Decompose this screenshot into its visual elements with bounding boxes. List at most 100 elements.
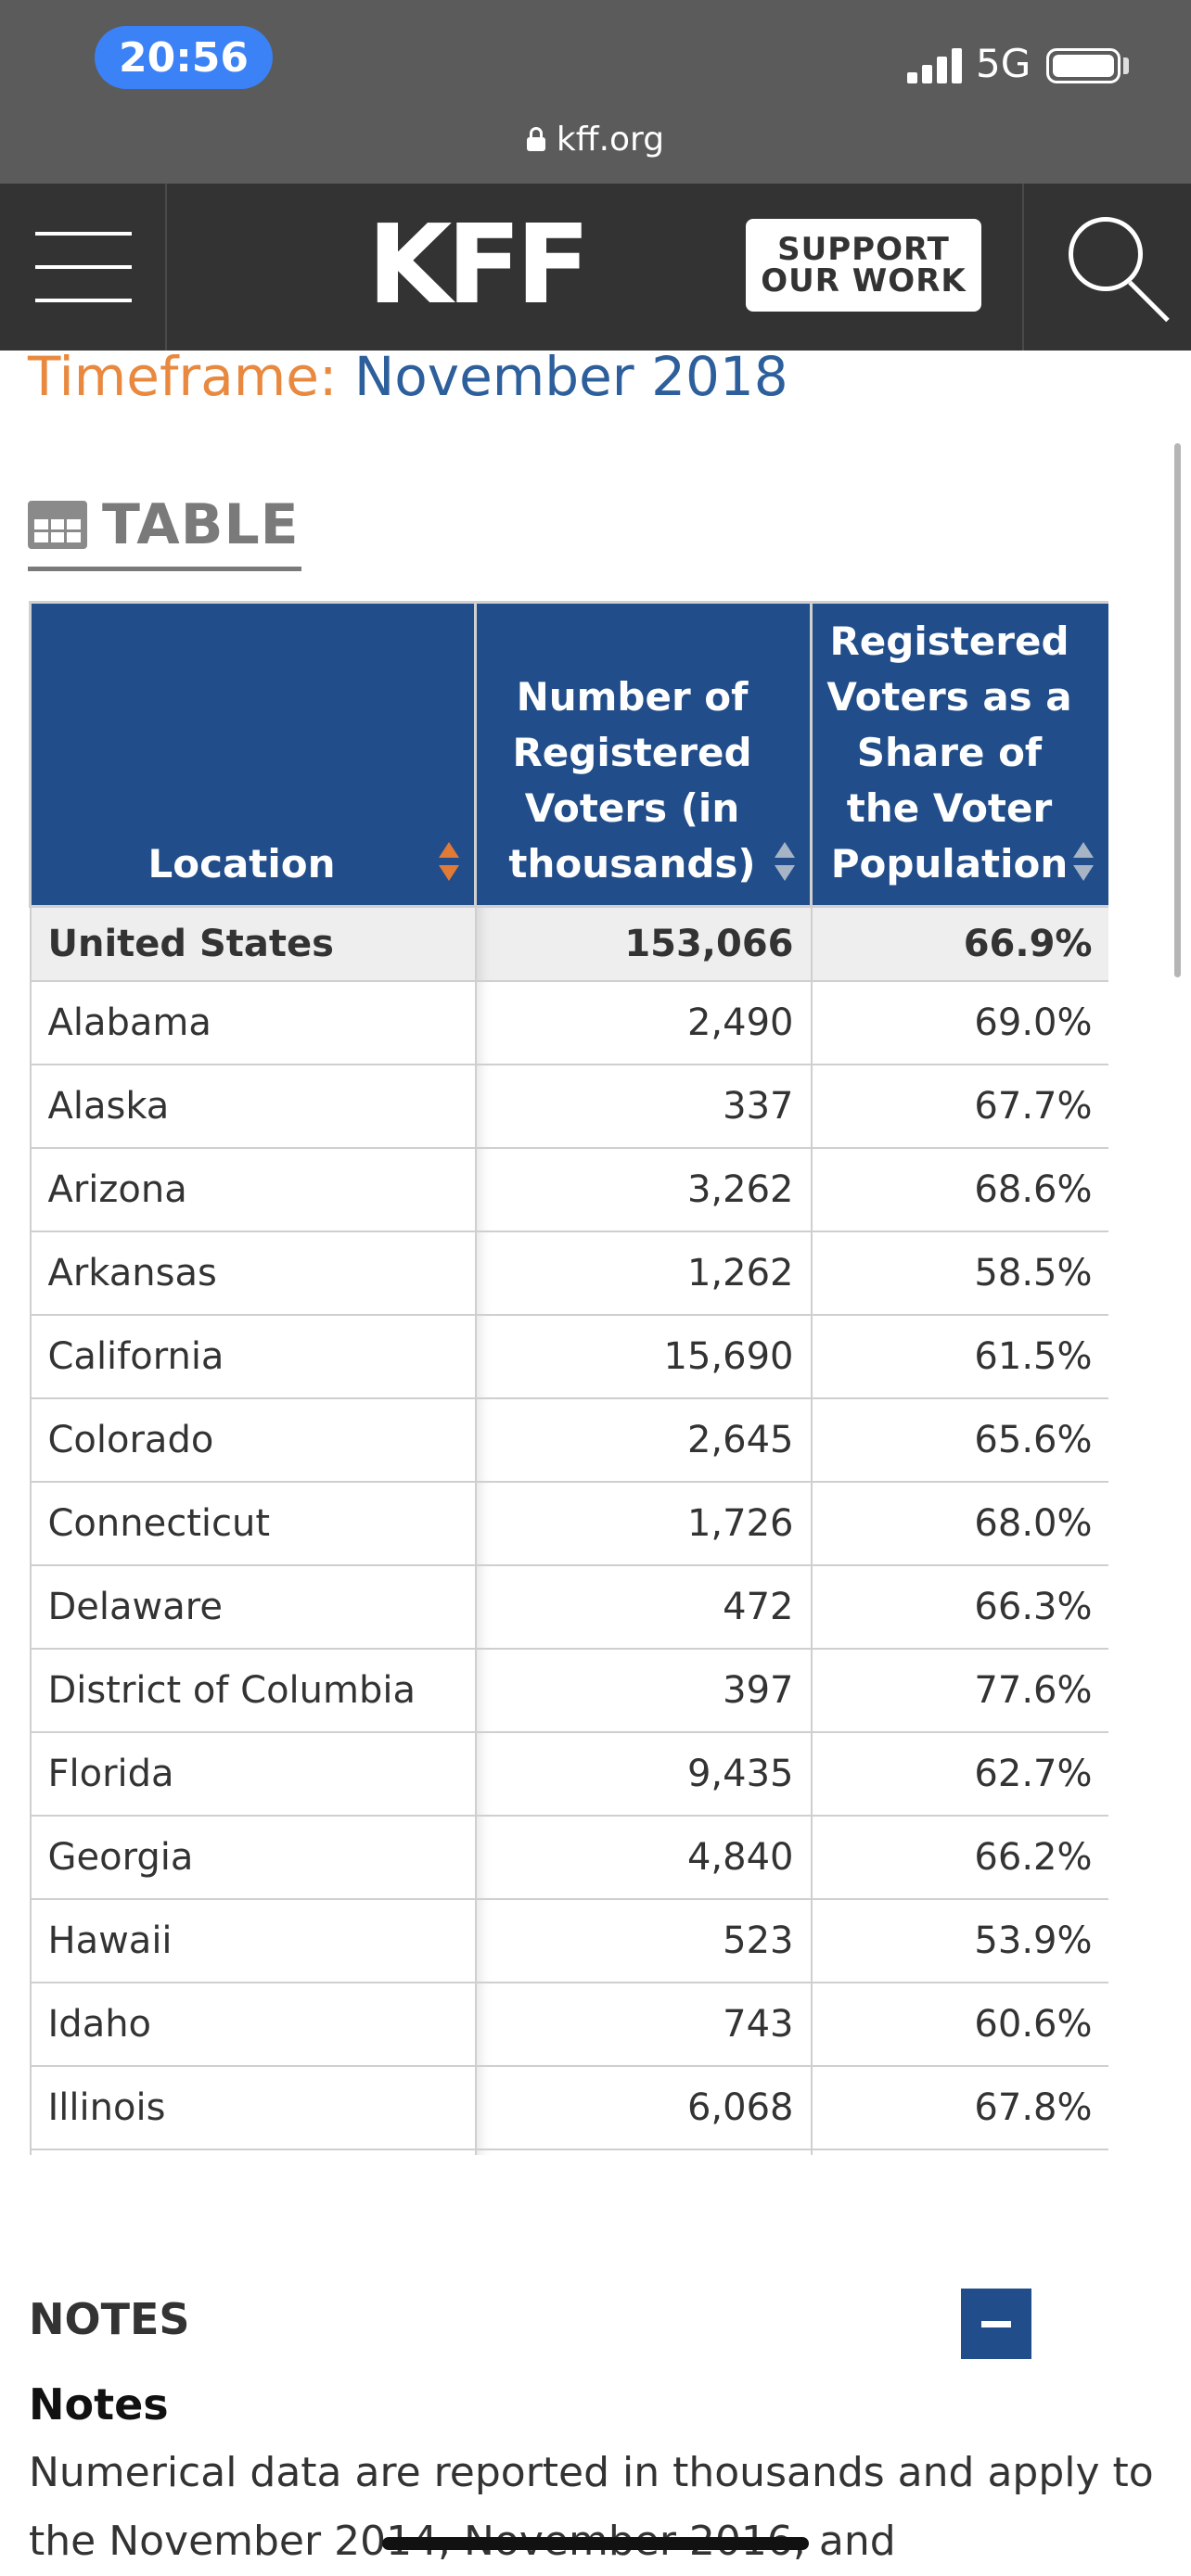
table-row: Colorado 2,645 65.6% xyxy=(29,1396,1108,1483)
cell-share: 69.0% xyxy=(810,979,1108,1065)
data-table-container[interactable]: Location Number of Registered Voters (in… xyxy=(29,601,1108,2155)
table-row: Hawaii 523 53.9% xyxy=(29,1897,1108,1983)
address-bar[interactable]: kff.org xyxy=(0,113,1191,165)
data-table: Location Number of Registered Voters (in… xyxy=(29,601,1108,2155)
sort-arrows-icon[interactable] xyxy=(1073,842,1094,881)
cell-share: 68.6% xyxy=(810,1146,1108,1232)
cell-voters: 1,262 xyxy=(474,1230,813,1316)
column-header-voters[interactable]: Number of Registered Voters (in thousand… xyxy=(474,601,813,908)
search-icon[interactable] xyxy=(1022,184,1191,351)
cell-voters xyxy=(474,2148,813,2155)
timeframe: Timeframe: November 2018 xyxy=(28,345,788,408)
cell-voters: 2,490 xyxy=(474,979,813,1065)
cell-location: United States xyxy=(29,905,477,982)
home-indicator[interactable] xyxy=(382,2537,809,2550)
url-text: kff.org xyxy=(556,120,665,159)
cell-location: Alabama xyxy=(29,979,477,1065)
support-label-line2: OUR WORK xyxy=(761,262,967,300)
notes-subheading: Notes xyxy=(29,2379,169,2429)
table-row: District of Columbia 397 77.6% xyxy=(29,1647,1108,1733)
cell-voters: 472 xyxy=(474,1563,813,1650)
cell-share: 68.0% xyxy=(810,1480,1108,1566)
notes-body: Numerical data are reported in thousands… xyxy=(29,2449,1154,2565)
cell-voters: 15,690 xyxy=(474,1313,813,1399)
cell-voters: 3,262 xyxy=(474,1146,813,1232)
signal-icon xyxy=(907,48,965,83)
notes-heading: NOTES xyxy=(29,2294,190,2344)
table-grid-icon xyxy=(28,500,87,549)
kff-logo[interactable]: KFF xyxy=(367,200,591,328)
table-row: Alaska 337 67.7% xyxy=(29,1063,1108,1149)
column-header-label: Number of Registered Voters (in thousand… xyxy=(508,674,756,886)
timeframe-value[interactable]: November 2018 xyxy=(353,345,788,408)
cell-location: Georgia xyxy=(29,1814,477,1900)
cell-location: Alaska xyxy=(29,1063,477,1149)
table-row: Florida 9,435 62.7% xyxy=(29,1730,1108,1817)
table-row: Georgia 4,840 66.2% xyxy=(29,1814,1108,1900)
cell-share: 60.6% xyxy=(810,1981,1108,2067)
timeframe-label: Timeframe: xyxy=(28,345,338,408)
table-row-total: United States 153,066 66.9% xyxy=(29,905,1108,982)
cell-share: 66.2% xyxy=(810,1814,1108,1900)
sort-arrows-icon[interactable] xyxy=(439,842,459,881)
cell-location: Colorado xyxy=(29,1396,477,1483)
cell-location: Delaware xyxy=(29,1563,477,1650)
cell-location: California xyxy=(29,1313,477,1399)
table-row: Idaho 743 60.6% xyxy=(29,1981,1108,2067)
cell-voters: 1,726 xyxy=(474,1480,813,1566)
cell-share: 67.7% xyxy=(810,1063,1108,1149)
cell-location: Hawaii xyxy=(29,1897,477,1983)
cell-share: 58.5% xyxy=(810,1230,1108,1316)
cell-share: 66.9% xyxy=(810,905,1108,982)
table-header-row: Location Number of Registered Voters (in… xyxy=(29,601,1108,908)
cell-location: Connecticut xyxy=(29,1480,477,1566)
cell-location: Florida xyxy=(29,1730,477,1817)
table-row: Arkansas 1,262 58.5% xyxy=(29,1230,1108,1316)
column-header-share[interactable]: Registered Voters as a Share of the Vote… xyxy=(810,601,1108,908)
sort-arrows-icon[interactable] xyxy=(775,842,795,881)
battery-icon xyxy=(1046,48,1121,83)
cell-voters: 397 xyxy=(474,1647,813,1733)
status-time: 20:56 xyxy=(95,26,273,89)
table-row: Alabama 2,490 69.0% xyxy=(29,979,1108,1065)
cell-location: Illinois xyxy=(29,2064,477,2150)
column-header-label: Registered Voters as a Share of the Vote… xyxy=(826,618,1072,886)
table-row: Illinois 6,068 67.8% xyxy=(29,2064,1108,2150)
lock-icon xyxy=(526,127,545,151)
cell-voters: 6,068 xyxy=(474,2064,813,2150)
cell-share: 65.6% xyxy=(810,1396,1108,1483)
cell-voters: 337 xyxy=(474,1063,813,1149)
cell-share: 62.7% xyxy=(810,1730,1108,1817)
column-header-location[interactable]: Location xyxy=(29,601,477,908)
cell-share: 61.5% xyxy=(810,1313,1108,1399)
network-type: 5G xyxy=(976,41,1031,86)
tab-table[interactable]: TABLE xyxy=(28,482,301,571)
cell-share: 53.9% xyxy=(810,1897,1108,1983)
table-row: Connecticut 1,726 68.0% xyxy=(29,1480,1108,1566)
cell-share: 77.6% xyxy=(810,1647,1108,1733)
cell-voters: 9,435 xyxy=(474,1730,813,1817)
tab-table-label: TABLE xyxy=(102,491,300,557)
cell-location xyxy=(29,2148,477,2155)
table-row: California 15,690 61.5% xyxy=(29,1313,1108,1399)
cell-location: District of Columbia xyxy=(29,1647,477,1733)
cell-share: 67.8% xyxy=(810,2064,1108,2150)
table-row: Arizona 3,262 68.6% xyxy=(29,1146,1108,1232)
minus-icon[interactable] xyxy=(961,2289,1031,2359)
cell-share xyxy=(810,2148,1108,2155)
support-our-work-button[interactable]: SUPPORT OUR WORK xyxy=(746,219,981,312)
cell-voters: 153,066 xyxy=(474,905,813,982)
scrollbar[interactable] xyxy=(1174,443,1181,977)
cell-share: 66.3% xyxy=(810,1563,1108,1650)
cell-location: Arkansas xyxy=(29,1230,477,1316)
hamburger-icon[interactable] xyxy=(0,184,167,351)
cell-location: Arizona xyxy=(29,1146,477,1232)
cell-voters: 2,645 xyxy=(474,1396,813,1483)
status-bar: 20:56 5G kff.org xyxy=(0,0,1191,184)
battery-cap xyxy=(1123,57,1129,74)
cell-voters: 4,840 xyxy=(474,1814,813,1900)
cell-voters: 743 xyxy=(474,1981,813,2067)
cell-location: Idaho xyxy=(29,1981,477,2067)
table-row xyxy=(29,2148,1108,2155)
column-header-label: Location xyxy=(147,841,336,886)
